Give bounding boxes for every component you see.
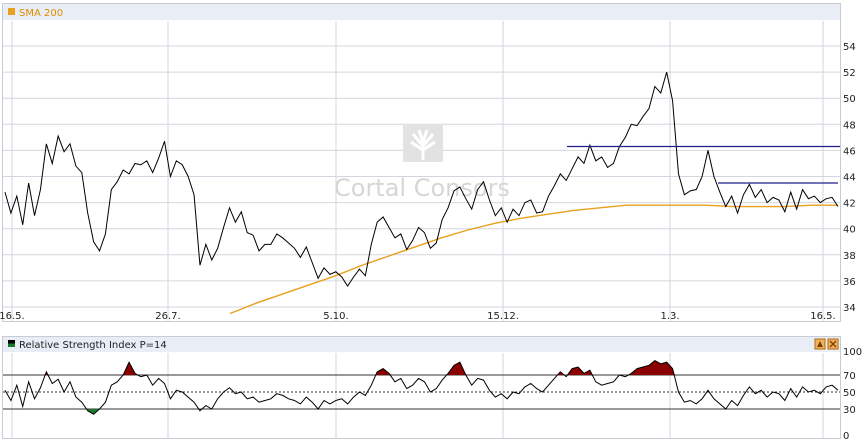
rsi-overbought-area	[375, 368, 391, 375]
sma-200-line	[229, 204, 838, 315]
price-x-tick-label: 16.5.	[810, 311, 835, 322]
rsi-overbought-area	[123, 362, 138, 375]
rsi-overbought-area	[567, 367, 593, 375]
price-y-tick-label: 52	[843, 68, 856, 79]
rsi-y-tick-label: 50	[843, 388, 856, 399]
rsi-panel-header	[3, 337, 840, 352]
close-icon[interactable]	[827, 338, 839, 350]
price-x-tick-label: 15.12.	[487, 311, 519, 322]
price-x-tick-label: 1.3.	[660, 311, 679, 322]
price-y-tick-label: 42	[843, 199, 856, 210]
legend-label: SMA 200	[19, 8, 63, 19]
rsi-y-tick-label: 100	[843, 347, 862, 358]
rsi-overbought-area	[628, 360, 675, 375]
rsi-plot	[4, 360, 839, 415]
rsi-panel: Relative Strength Index P=14 100 70 50 30 0	[2, 336, 862, 441]
watermark: Cortal Consors	[334, 124, 510, 202]
rsi-y-tick-label: 70	[843, 371, 856, 382]
rsi-panel-frame	[2, 336, 841, 439]
price-y-tick-label: 48	[843, 120, 856, 131]
rsi-oversold-area	[86, 409, 100, 415]
price-x-axis: 16.5. 26.7. 5.10. 15.12. 1.3. 16.5.	[0, 311, 836, 322]
price-y-tick-label: 34	[843, 303, 856, 314]
price-y-tick-label: 40	[843, 225, 856, 236]
price-x-tick-label: 26.7.	[155, 311, 180, 322]
price-line	[4, 71, 839, 288]
price-y-tick-label: 38	[843, 251, 856, 262]
price-panel-frame	[2, 3, 841, 322]
expand-icon[interactable]	[814, 338, 826, 350]
price-y-tick-label: 50	[843, 94, 856, 105]
rsi-y-tick-label: 30	[843, 405, 856, 416]
watermark-text: Cortal Consors	[334, 174, 510, 202]
price-y-tick-label: 54	[843, 42, 856, 53]
legend-swatch	[8, 8, 15, 15]
tree-logo-icon	[403, 124, 443, 162]
rsi-grid	[3, 353, 840, 438]
price-panel-header	[3, 4, 840, 20]
price-x-tick-label: 5.10.	[323, 311, 348, 322]
rsi-line	[4, 360, 839, 415]
price-y-tick-label: 46	[843, 146, 856, 157]
price-y-axis: 54 52 50 48 46 44 42 40 38 36 34	[843, 42, 856, 314]
price-plot	[4, 71, 840, 315]
price-panel: SMA 200 Cortal Consors 54 52 50 48 46 44 42 40 3…	[0, 3, 856, 322]
rsi-y-axis: 100 70 50 30 0	[843, 347, 862, 441]
rsi-y-tick-label: 0	[843, 431, 849, 441]
price-y-tick-label: 44	[843, 173, 856, 184]
rsi-title: Relative Strength Index P=14	[19, 340, 167, 351]
price-x-tick-label: 16.5.	[0, 311, 25, 322]
price-y-tick-label: 36	[843, 277, 856, 288]
